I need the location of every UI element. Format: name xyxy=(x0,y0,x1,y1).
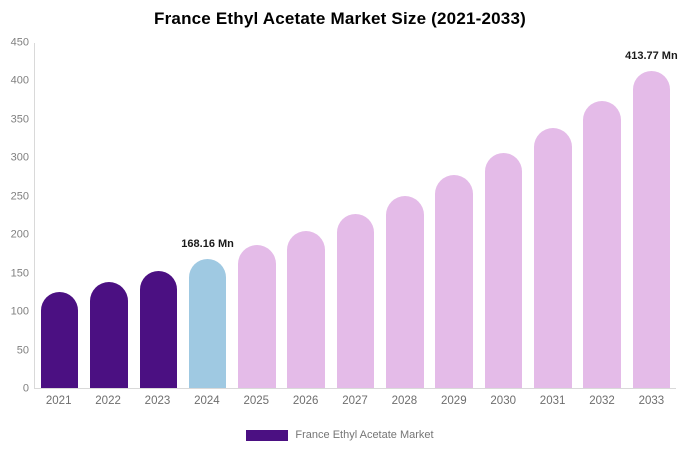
y-tick-label: 450 xyxy=(10,36,29,49)
bar-value-label-2024: 168.16 Mn xyxy=(181,238,234,251)
y-tick-label: 350 xyxy=(10,113,29,126)
x-tick-label-2025: 2025 xyxy=(243,395,270,407)
y-tick-label: 400 xyxy=(10,74,29,87)
y-tick-label: 150 xyxy=(10,267,29,280)
y-axis: 0 50 100 150 200 250 300 350 400 450 xyxy=(0,37,29,394)
bar-column-2033: 413.77 Mn xyxy=(625,43,678,388)
bar-2024[interactable] xyxy=(188,259,227,388)
x-tick-label-2024: 2024 xyxy=(194,395,220,407)
bar-column-2031 xyxy=(528,43,577,388)
x-tick-label-2028: 2028 xyxy=(391,395,418,407)
y-tick-label: 0 xyxy=(22,382,29,395)
bar-value-label-2033: 413.77 Mn xyxy=(625,49,678,62)
bar-2027[interactable] xyxy=(336,213,375,388)
bars-row: 168.16 Mn 413.77 Mn xyxy=(35,43,678,388)
y-tick-label: 100 xyxy=(10,305,29,318)
chart-title: France Ethyl Acetate Market Size (2021-2… xyxy=(154,9,526,28)
x-tick-label-2032: 2032 xyxy=(589,395,615,407)
x-tick-label-2029: 2029 xyxy=(441,395,467,407)
bar-column-2028 xyxy=(380,43,429,388)
y-tick-label: 250 xyxy=(10,190,29,203)
bar-column-2021 xyxy=(35,43,84,388)
bar-column-2030 xyxy=(479,43,528,388)
bar-2021[interactable] xyxy=(40,292,79,388)
bar-2033[interactable] xyxy=(632,70,671,388)
bar-2023[interactable] xyxy=(139,271,178,388)
y-tick-label: 300 xyxy=(10,151,29,164)
bar-2026[interactable] xyxy=(287,230,325,388)
bar-column-2025 xyxy=(232,43,281,388)
x-tick-label-2031: 2031 xyxy=(539,395,566,407)
bar-column-2022 xyxy=(84,43,133,388)
bar-2029[interactable] xyxy=(435,175,473,388)
x-tick-label-2030: 2030 xyxy=(490,395,516,407)
plot-area: 168.16 Mn 413.77 Mn xyxy=(34,43,678,389)
x-tick-label-2021: 2021 xyxy=(45,395,72,407)
bar-column-2026 xyxy=(282,43,331,388)
bar-2025[interactable] xyxy=(238,245,276,388)
x-tick-label-2026: 2026 xyxy=(292,395,319,407)
bar-2022[interactable] xyxy=(90,282,128,388)
bar-column-2024: 168.16 Mn xyxy=(181,43,234,388)
bar-column-2032 xyxy=(577,43,626,388)
x-tick-label-2023: 2023 xyxy=(144,395,171,407)
y-tick-label: 50 xyxy=(16,344,29,357)
x-axis: 2021 2022 2023 2024 2025 2026 2027 2028 2029 2030… xyxy=(34,395,676,408)
x-tick-label-2033: 2033 xyxy=(638,395,665,407)
legend-swatch xyxy=(246,429,289,441)
legend-label: France Ethyl Acetate Market xyxy=(295,429,434,441)
y-tick-label: 200 xyxy=(10,228,29,241)
bar-2030[interactable] xyxy=(484,153,523,388)
bar-2028[interactable] xyxy=(386,195,424,388)
x-tick-label-2027: 2027 xyxy=(342,395,368,407)
bar-2032[interactable] xyxy=(583,100,621,388)
bar-column-2029 xyxy=(430,43,479,388)
bar-column-2027 xyxy=(331,43,380,388)
legend-item[interactable]: France Ethyl Acetate Market xyxy=(0,429,680,441)
bar-column-2023 xyxy=(134,43,183,388)
x-tick-label-2022: 2022 xyxy=(95,395,121,407)
bar-2031[interactable] xyxy=(534,128,572,388)
